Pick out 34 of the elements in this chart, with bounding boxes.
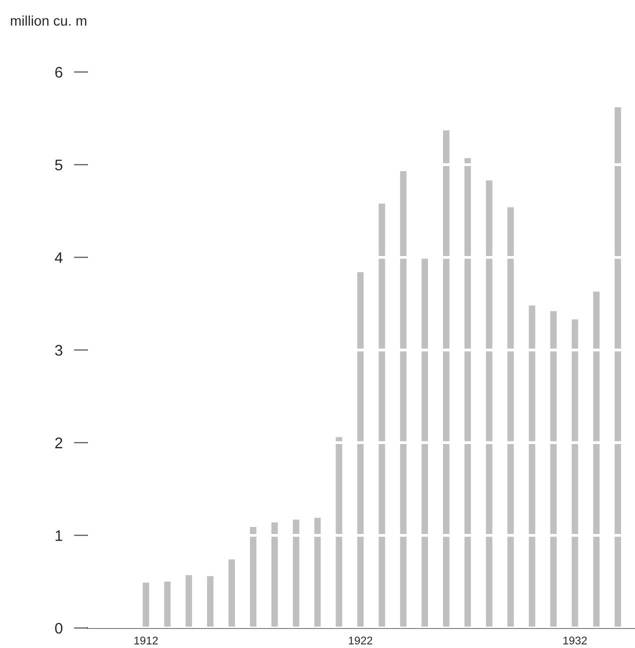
bar (464, 158, 471, 628)
y-tick-label: 2 (55, 438, 62, 448)
x-tick-label: 1932 (563, 636, 587, 644)
bar (614, 107, 622, 628)
bar (292, 520, 300, 628)
bar (528, 306, 536, 628)
y-tick-label: 6 (55, 66, 62, 78)
y-tick-label: 5 (55, 160, 62, 170)
bar (550, 311, 557, 628)
bar (593, 292, 600, 628)
bar (422, 258, 428, 628)
y-axis-title: million cu. m (10, 16, 86, 26)
bar (336, 437, 342, 628)
bar (357, 272, 364, 628)
bar (186, 575, 192, 628)
bar (400, 171, 407, 628)
y-tick-label: 4 (54, 252, 63, 263)
bar (443, 130, 450, 628)
bar (271, 522, 278, 628)
bar (314, 518, 321, 628)
bar (250, 526, 256, 628)
x-tick-label: 1922 (348, 636, 372, 644)
bar (378, 204, 386, 628)
bar (207, 576, 214, 628)
bar (142, 582, 150, 628)
bar (572, 319, 578, 628)
x-tick-label: 1912 (134, 636, 158, 644)
bar (228, 559, 235, 628)
y-tick-label: 1 (56, 530, 62, 541)
bar (507, 207, 514, 628)
bar (164, 582, 171, 628)
y-tick-label: 0 (55, 622, 62, 634)
bar (486, 180, 492, 628)
y-tick-label: 3 (55, 344, 62, 356)
